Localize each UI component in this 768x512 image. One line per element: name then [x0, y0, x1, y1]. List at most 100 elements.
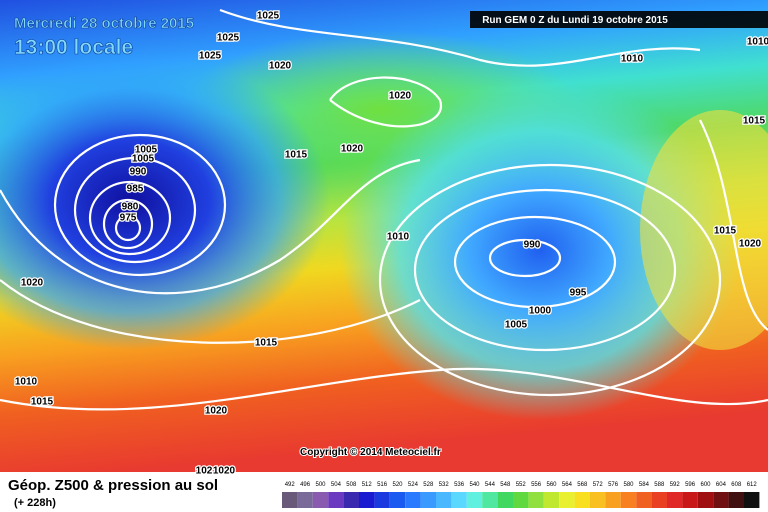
legend-swatch: [513, 492, 529, 508]
isobar-label: 1015: [31, 397, 54, 408]
legend-swatch: [713, 492, 729, 508]
isobar-label: 1010: [15, 377, 38, 388]
copyright: Copyright © 2014 Meteociel.fr: [300, 447, 441, 458]
legend-label: 528: [423, 482, 434, 488]
legend-swatch: [651, 492, 667, 508]
isobar-label: 1000: [529, 306, 552, 317]
legend-label: 560: [546, 482, 557, 488]
legend-label: 596: [685, 482, 696, 488]
legend-label: 580: [623, 482, 634, 488]
legend-swatch: [497, 492, 513, 508]
legend-swatch: [297, 492, 313, 508]
legend-swatch: [728, 492, 744, 508]
legend-label: 492: [285, 482, 296, 488]
isobar-label: 1005: [132, 154, 155, 165]
legend-swatch: [559, 492, 575, 508]
legend-swatch: [312, 492, 329, 508]
legend-label: 500: [315, 482, 326, 488]
run-box: [470, 11, 768, 28]
legend-label: 548: [500, 482, 511, 488]
legend-label: 604: [716, 482, 727, 488]
legend-swatch: [744, 492, 760, 508]
legend-swatch: [636, 492, 652, 508]
isobar-label: 1010: [387, 232, 410, 243]
legend-label: 576: [608, 482, 619, 488]
legend-label: 592: [670, 482, 681, 488]
isobar-label: 1020: [269, 61, 292, 72]
isobar-label: 1010: [621, 54, 644, 65]
legend-label: 540: [469, 482, 480, 488]
legend-swatch: [420, 492, 436, 508]
legend-swatch: [543, 492, 560, 508]
isobar-label: 1025: [199, 51, 222, 62]
isobar-label: 1005: [135, 145, 158, 156]
isobar-label: 1020: [205, 406, 228, 417]
legend-label: 564: [562, 482, 573, 488]
legend-swatch: [682, 492, 698, 508]
legend-label: 556: [531, 482, 542, 488]
legend-swatch: [359, 492, 375, 508]
legend-swatch: [389, 492, 406, 508]
run-label: Run GEM 0 Z du Lundi 19 octobre 2015: [482, 15, 668, 26]
legend-label: 496: [300, 482, 311, 488]
isobar-label: 995: [570, 288, 587, 299]
legend-label: 504: [331, 482, 342, 488]
isobar-label: 1015: [255, 338, 278, 349]
legend-swatch: [436, 492, 452, 508]
isobars: [0, 8, 768, 411]
legend-swatch: [605, 492, 621, 508]
legend-swatch: [451, 492, 467, 508]
background: [0, 0, 768, 472]
legend-label: 588: [654, 482, 665, 488]
legend-swatch: [528, 492, 544, 508]
isobar-label: 985: [127, 184, 144, 195]
isobar-label: 1020: [213, 466, 236, 477]
legend-label: 572: [593, 482, 604, 488]
legend-swatch: [697, 492, 714, 508]
legend-swatch: [574, 492, 590, 508]
isobar-label: 975: [120, 213, 137, 224]
legend-label: 600: [700, 482, 711, 488]
legend-label: 552: [516, 482, 527, 488]
legend-label: 532: [439, 482, 450, 488]
legend-swatch: [328, 492, 344, 508]
legend-swatch: [282, 492, 298, 508]
isobar-label: 1015: [714, 226, 737, 237]
legend-swatch: [667, 492, 683, 508]
isobar-label: 990: [130, 167, 147, 178]
isobar-label: 1020: [389, 91, 412, 102]
isobar-label: 102: [196, 466, 213, 477]
legend-label: 612: [747, 482, 758, 488]
legend-label: 608: [731, 482, 742, 488]
isobar-label: 1015: [285, 150, 308, 161]
date-label: Mercredi 28 octobre 2015: [14, 15, 194, 32]
isobar-label: 980: [122, 202, 139, 213]
footer-title: Géop. Z500 & pression au sol: [8, 477, 218, 494]
legend-label: 512: [362, 482, 373, 488]
legend-swatch: [405, 492, 421, 508]
isobar-label: 1015: [743, 116, 766, 127]
isobar-label: 1005: [505, 320, 528, 331]
isobar-label: 1020: [341, 144, 364, 155]
isobar-label: 1020: [739, 239, 762, 250]
legend-label: 508: [346, 482, 357, 488]
legend-label: 584: [639, 482, 650, 488]
legend-label: 524: [408, 482, 419, 488]
legend-label: 516: [377, 482, 388, 488]
legend-swatch: [590, 492, 606, 508]
isobar-label: 990: [524, 240, 541, 251]
isobar-label: 1025: [257, 11, 280, 22]
footer-lead: (+ 228h): [14, 497, 56, 509]
legend-label: 520: [392, 482, 403, 488]
isobar-label: 1020: [21, 278, 44, 289]
legend-swatch: [374, 492, 390, 508]
isobar-label: 1025: [217, 33, 240, 44]
time-label: 13:00 locale: [14, 36, 133, 59]
legend-swatch: [482, 492, 498, 508]
legend-label: 568: [577, 482, 588, 488]
legend-label: 544: [485, 482, 496, 488]
legend-swatch: [343, 492, 359, 508]
isobar-label: 1010: [747, 37, 768, 48]
